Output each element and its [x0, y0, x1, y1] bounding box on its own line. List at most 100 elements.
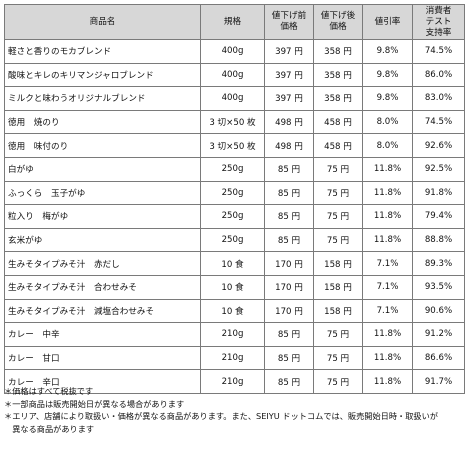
price-before-cell: 498 円 [264, 133, 314, 158]
size-cell: 400g [200, 39, 265, 64]
price-after-cell: 75 円 [313, 322, 363, 347]
size-cell: 10 食 [200, 298, 265, 324]
support-rate-cell: 79.4% [412, 204, 465, 229]
product-name-cell: 酸味とキレのキリマンジャロブレンド [4, 62, 201, 88]
table-row: 軽さと香りのモカブレンド 400g 397 円 358 円 9.8% 74.5% [4, 39, 465, 64]
header-consumer-support-rate: 消費者 テスト 支持率 [412, 4, 465, 40]
table-row: ふっくら 玉子がゆ 250g 85 円 75 円 11.8% 91.8% [4, 180, 465, 206]
price-after-cell: 158 円 [313, 274, 363, 300]
product-name-cell: 生みそタイプみそ汁 赤だし [4, 251, 201, 276]
header-price-before: 値下げ前 価格 [264, 4, 314, 40]
discount-rate-cell: 11.8% [362, 180, 413, 206]
support-rate-cell: 74.5% [412, 39, 465, 64]
price-after-cell: 75 円 [313, 345, 363, 371]
support-rate-cell: 86.6% [412, 345, 465, 371]
price-before-cell: 397 円 [264, 39, 314, 64]
table-row: 粒入り 梅がゆ 250g 85 円 75 円 11.8% 79.4% [4, 204, 465, 229]
price-after-cell: 75 円 [313, 204, 363, 229]
size-cell: 250g [200, 156, 265, 182]
discount-rate-cell: 11.8% [362, 322, 413, 347]
size-cell: 10 食 [200, 274, 265, 300]
support-rate-cell: 74.5% [412, 109, 465, 135]
discount-rate-cell: 11.8% [362, 227, 413, 253]
price-before-cell: 85 円 [264, 156, 314, 182]
support-rate-cell: 86.0% [412, 62, 465, 88]
price-before-cell: 85 円 [264, 369, 314, 394]
table-row: カレー 甘口 210g 85 円 75 円 11.8% 86.6% [4, 345, 465, 371]
price-table: 商品名 規格 値下げ前 価格 値下げ後 価格 値引率 消費者 テスト 支持率 軽… [4, 4, 465, 394]
price-after-cell: 458 円 [313, 109, 363, 135]
size-cell: 250g [200, 204, 265, 229]
support-rate-cell: 91.8% [412, 180, 465, 206]
discount-rate-cell: 7.1% [362, 274, 413, 300]
product-name-cell: 粒入り 梅がゆ [4, 204, 201, 229]
price-before-cell: 170 円 [264, 298, 314, 324]
header-size: 規格 [200, 4, 265, 40]
discount-rate-cell: 11.8% [362, 156, 413, 182]
table-header-row: 商品名 規格 値下げ前 価格 値下げ後 価格 値引率 消費者 テスト 支持率 [4, 4, 465, 40]
header-discount-rate: 値引率 [362, 4, 413, 40]
table-row: 生みそタイプみそ汁 合わせみそ 10 食 170 円 158 円 7.1% 93.5% [4, 274, 465, 300]
discount-rate-cell: 9.8% [362, 62, 413, 88]
table-row: 生みそタイプみそ汁 赤だし 10 食 170 円 158 円 7.1% 89.3% [4, 251, 465, 276]
product-name-cell: カレー 中辛 [4, 322, 201, 347]
table-row: 酸味とキレのキリマンジャロブレンド 400g 397 円 358 円 9.8% 86.0% [4, 62, 465, 88]
size-cell: 210g [200, 345, 265, 371]
table-row: 徳用 味付のり 3 切×50 枚 498 円 458 円 8.0% 92.6% [4, 133, 465, 158]
price-before-cell: 85 円 [264, 345, 314, 371]
product-name-cell: 生みそタイプみそ汁 合わせみそ [4, 274, 201, 300]
product-name-cell: カレー 辛口 [4, 369, 201, 394]
price-before-cell: 85 円 [264, 180, 314, 206]
discount-rate-cell: 11.8% [362, 369, 413, 394]
price-before-cell: 170 円 [264, 274, 314, 300]
discount-rate-cell: 11.8% [362, 204, 413, 229]
product-name-cell: 徳用 味付のり [4, 133, 201, 158]
footnote: 異なる商品があります [4, 423, 95, 434]
price-after-cell: 158 円 [313, 251, 363, 276]
price-after-cell: 458 円 [313, 133, 363, 158]
support-rate-cell: 91.2% [412, 322, 465, 347]
price-after-cell: 75 円 [313, 227, 363, 253]
discount-rate-cell: 8.0% [362, 109, 413, 135]
size-cell: 250g [200, 180, 265, 206]
header-price-after: 値下げ後 価格 [313, 4, 363, 40]
size-cell: 250g [200, 227, 265, 253]
price-before-cell: 85 円 [264, 204, 314, 229]
size-cell: 3 切×50 枚 [200, 133, 265, 158]
price-after-cell: 358 円 [313, 39, 363, 64]
price-before-cell: 397 円 [264, 86, 314, 111]
product-name-cell: 玄米がゆ [4, 227, 201, 253]
discount-rate-cell: 8.0% [362, 133, 413, 158]
size-cell: 400g [200, 86, 265, 111]
discount-rate-cell: 9.8% [362, 39, 413, 64]
support-rate-cell: 89.3% [412, 251, 465, 276]
footnotes: ＊価格はすべて税抜です ＊一部商品は販売開始日が異なる場合があります ＊エリア、… [4, 385, 466, 435]
product-name-cell: 軽さと香りのモカブレンド [4, 39, 201, 64]
price-after-cell: 75 円 [313, 180, 363, 206]
discount-rate-cell: 11.8% [362, 345, 413, 371]
size-cell: 10 食 [200, 251, 265, 276]
size-cell: 210g [200, 322, 265, 347]
support-rate-cell: 83.0% [412, 86, 465, 111]
discount-rate-cell: 7.1% [362, 251, 413, 276]
price-before-cell: 397 円 [264, 62, 314, 88]
table-row: 生みそタイプみそ汁 減塩合わせみそ 10 食 170 円 158 円 7.1% 90.6% [4, 298, 465, 324]
price-before-cell: 170 円 [264, 251, 314, 276]
table-body: 軽さと香りのモカブレンド 400g 397 円 358 円 9.8% 74.5% 酸味とキレ… [4, 39, 465, 394]
table-row: 徳用 焼のり 3 切×50 枚 498 円 458 円 8.0% 74.5% [4, 109, 465, 135]
table-row: 白がゆ 250g 85 円 75 円 11.8% 92.5% [4, 156, 465, 182]
product-name-cell: 生みそタイプみそ汁 減塩合わせみそ [4, 298, 201, 324]
support-rate-cell: 92.5% [412, 156, 465, 182]
price-after-cell: 75 円 [313, 156, 363, 182]
product-name-cell: 徳用 焼のり [4, 109, 201, 135]
header-product-name: 商品名 [4, 4, 201, 40]
support-rate-cell: 93.5% [412, 274, 465, 300]
discount-rate-cell: 9.8% [362, 86, 413, 111]
discount-rate-cell: 7.1% [362, 298, 413, 324]
price-after-cell: 358 円 [313, 86, 363, 111]
product-name-cell: 白がゆ [4, 156, 201, 182]
size-cell: 400g [200, 62, 265, 88]
price-before-cell: 498 円 [264, 109, 314, 135]
footnote: ＊一部商品は販売開始日が異なる場合があります [4, 398, 185, 409]
support-rate-cell: 90.6% [412, 298, 465, 324]
